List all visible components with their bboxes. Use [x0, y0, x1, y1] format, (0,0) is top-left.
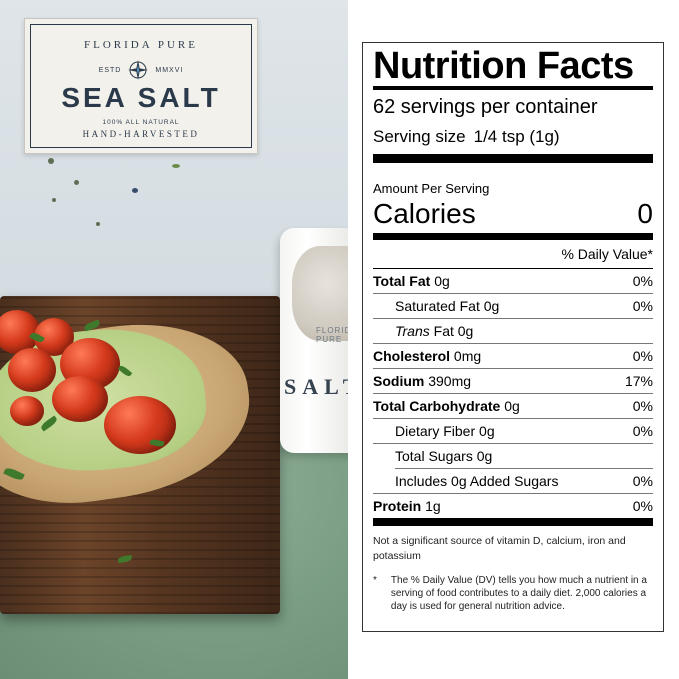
nutrient-dv: 0%	[632, 498, 653, 514]
nutrient-amount: 0g	[483, 298, 500, 314]
nutrient-amount: 0g	[479, 423, 495, 439]
nutrient-row-added-sugars: Includes 0g Added Sugars 0%	[373, 469, 653, 493]
divider-thick	[373, 518, 653, 526]
label-main-title: SEA SALT	[61, 82, 221, 113]
nutrient-dv: 0%	[632, 423, 653, 439]
calories-value: 0	[637, 198, 653, 229]
label-natural: 100% ALL NATURAL	[102, 119, 180, 126]
nutrient-label: Total Sugars	[395, 448, 473, 464]
nutrient-amount: 0g	[434, 273, 450, 289]
nutrient-label: Cholesterol	[373, 348, 451, 364]
herb-speck	[52, 198, 56, 202]
label-year: MMXVI	[155, 66, 184, 74]
tomato	[52, 376, 108, 422]
nutrient-label: Trans	[395, 323, 430, 339]
nutrient-row-saturated-fat: Saturated Fat 0g 0%	[373, 294, 653, 318]
nutrient-label: Total Fat	[373, 273, 431, 289]
divider	[373, 318, 653, 319]
nutrient-row-trans-fat: Trans Fat 0g	[373, 319, 653, 343]
nutrient-row-total-sugars: Total Sugars 0g	[373, 444, 653, 468]
brand-label-border: FLORIDA PURE ESTD MMXVI SEA SALT 100% AL…	[30, 24, 252, 148]
calories-row: Calories 0	[373, 197, 653, 231]
nutrient-label: Sodium	[373, 373, 425, 389]
nutrient-row-total-fat: Total Fat 0g 0%	[373, 269, 653, 293]
nutrient-row-dietary-fiber: Dietary Fiber 0g 0%	[373, 419, 653, 443]
nutrient-dv: 0%	[632, 298, 653, 314]
servings-per-container: 62 servings per container	[373, 96, 598, 118]
herb-speck	[96, 222, 100, 226]
serving-size-label: Serving size	[373, 127, 466, 146]
nutrient-label: Protein	[373, 498, 422, 514]
nutrition-facts-panel: Nutrition Facts 62 servings per containe…	[362, 42, 664, 632]
divider	[395, 468, 653, 469]
tomato	[104, 396, 176, 454]
nutrient-amount: 0g	[504, 398, 520, 414]
amount-per-serving: Amount Per Serving	[373, 181, 490, 196]
nutrient-amount: 0g	[476, 448, 493, 464]
divider-thick	[373, 233, 653, 240]
divider	[373, 368, 653, 369]
herb-speck	[74, 180, 79, 185]
label-estd: ESTD	[98, 66, 122, 74]
salt-jar: FLORIDA PURE SALT	[280, 228, 348, 453]
daily-value-footnote-text: The % Daily Value (DV) tells you how muc…	[390, 575, 647, 612]
divider	[373, 293, 653, 294]
jar-brand-text: SALT	[284, 374, 348, 399]
nutrient-label: Total Carbohydrate	[373, 398, 501, 414]
label-estd-row: ESTD MMXVI	[31, 59, 251, 81]
nutrient-label: Saturated Fat	[395, 298, 480, 314]
divider	[373, 393, 653, 394]
footnote-star: *	[373, 575, 377, 586]
nutrient-label: Dietary Fiber	[395, 423, 476, 439]
brand-label: FLORIDA PURE ESTD MMXVI SEA SALT 100% AL…	[24, 18, 258, 154]
tomato	[8, 348, 56, 392]
nutrient-row-cholesterol: Cholesterol 0mg 0%	[373, 344, 653, 368]
nutrient-amount: 0mg	[453, 348, 482, 364]
nutrition-title: Nutrition Facts	[373, 45, 634, 87]
herb-speck	[48, 158, 54, 164]
label-brand-top: FLORIDA PURE	[84, 39, 198, 51]
nutrient-row-total-carbohydrate: Total Carbohydrate 0g 0%	[373, 394, 653, 418]
nutrient-dv: 0%	[632, 398, 653, 414]
vitamin-footnote: Not a significant source of vitamin D, c…	[373, 535, 626, 562]
divider	[373, 418, 653, 419]
divider	[373, 493, 653, 494]
nutrient-row-protein: Protein 1g 0%	[373, 494, 653, 518]
serving-size-value: 1/4 tsp (1g)	[473, 127, 560, 146]
herb-speck	[132, 188, 138, 193]
nutrient-dv: 0%	[632, 348, 653, 364]
nutrient-amount: 390mg	[428, 373, 472, 389]
jar-salt-contents	[292, 246, 348, 341]
nutrient-row-sodium: Sodium 390mg 17%	[373, 369, 653, 393]
divider	[373, 443, 653, 444]
label-tagline: HAND-HARVESTED	[82, 129, 200, 139]
nutrient-dv: 17%	[624, 373, 653, 389]
divider	[373, 343, 653, 344]
nutrient-amount: 1g	[425, 498, 441, 514]
tomato	[10, 396, 44, 426]
divider-thick	[373, 154, 653, 163]
divider	[373, 86, 653, 90]
nutrient-dv: 0%	[632, 473, 653, 489]
nutrient-dv: 0%	[632, 273, 653, 289]
herb-speck	[172, 164, 180, 168]
compass-rose-icon	[128, 60, 149, 80]
serving-size-row: Serving size 1/4 tsp (1g)	[373, 126, 653, 148]
daily-value-header: % Daily Value*	[561, 246, 653, 262]
nutrient-label: Includes 0g Added Sugars	[395, 473, 559, 489]
nutrient-amount: Fat 0g	[433, 323, 474, 339]
daily-value-footnote: * The % Daily Value (DV) tells you how m…	[373, 574, 653, 613]
calories-label: Calories	[373, 198, 476, 229]
jar-florida-text: FLORIDA PURE	[316, 326, 348, 344]
divider	[373, 268, 653, 269]
